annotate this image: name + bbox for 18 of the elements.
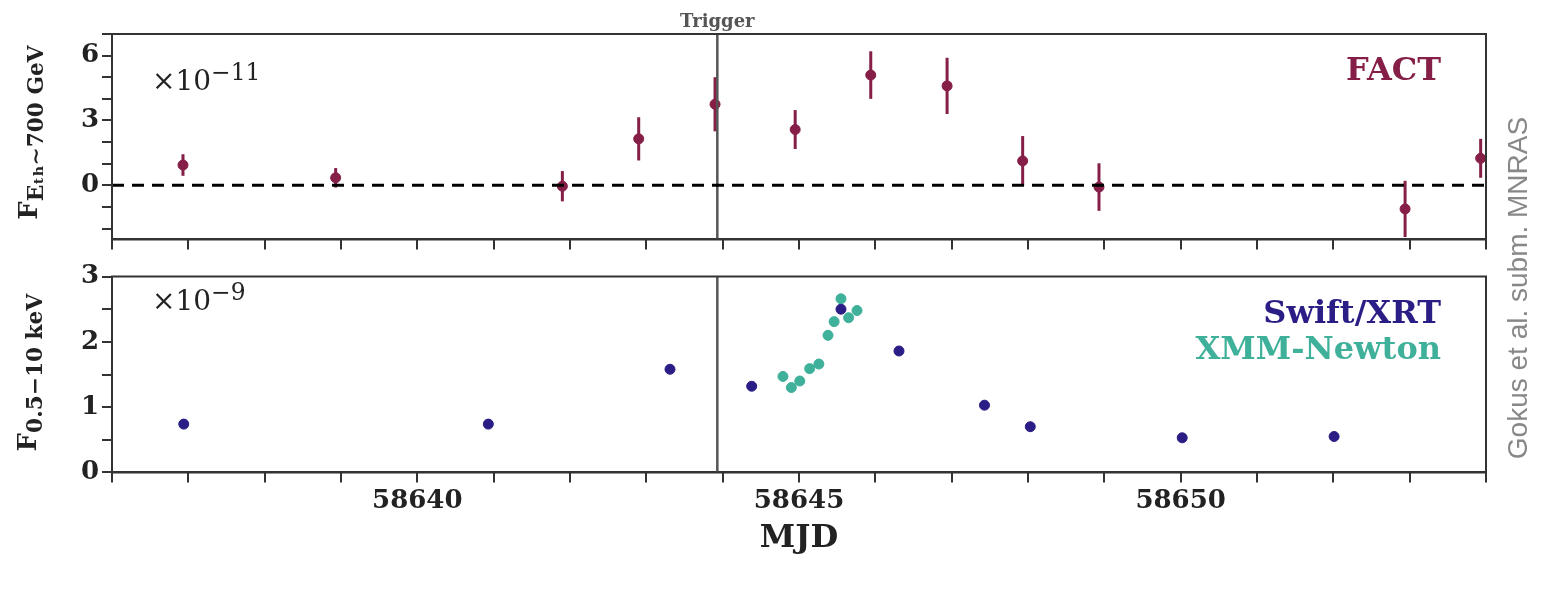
y-tick-label: 3	[80, 103, 99, 134]
text: Gokus et al. subm. MNRAS	[1502, 116, 1534, 460]
x-tick-label: 58640	[372, 483, 463, 514]
x-tick-label: 58650	[1135, 483, 1226, 514]
annotation: ×10$^{−9}$	[152, 278, 246, 318]
y-tick-label: 0	[80, 168, 99, 199]
text: Swift/XRT	[1263, 292, 1442, 331]
y-tick-label: 0	[80, 455, 99, 486]
ref-line-label: Trigger	[680, 9, 756, 31]
y-tick-label: 6	[80, 38, 99, 69]
y-tick-label: 3	[80, 259, 99, 290]
x-axis-title: MJD	[759, 517, 839, 556]
x-tick-label: 58645	[753, 483, 845, 514]
text: XMM-Newton	[1195, 328, 1441, 367]
text: FACT	[1346, 50, 1442, 89]
y-tick-label: 2	[80, 324, 99, 355]
y-tick-label: 1	[80, 389, 99, 420]
annotation: ×10$^{−11}$	[152, 58, 261, 98]
